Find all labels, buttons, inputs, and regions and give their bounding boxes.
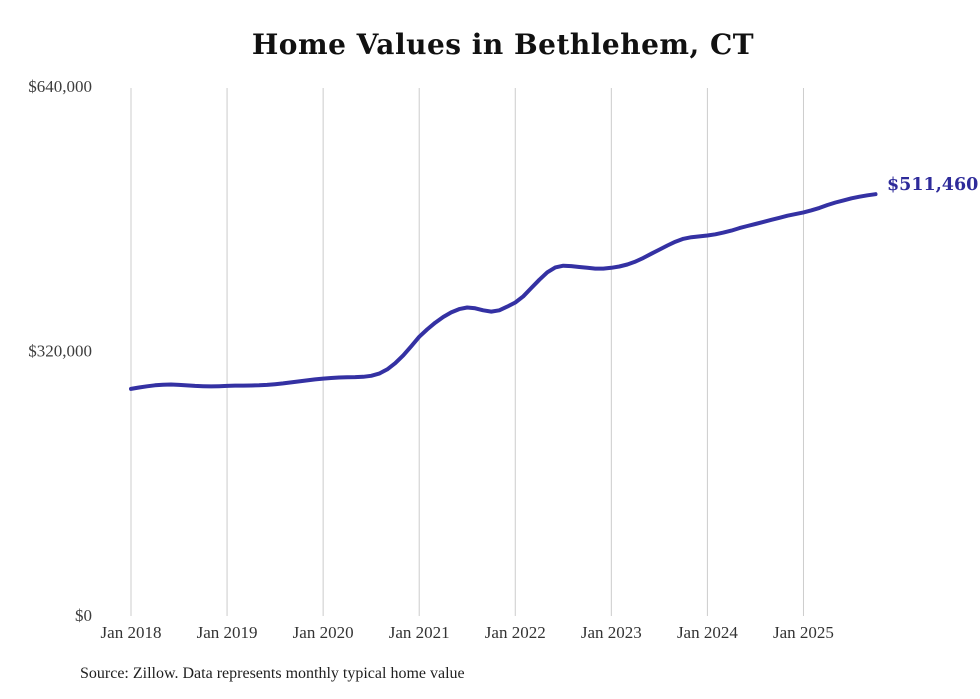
latest-value-label: $511,460 [887, 175, 979, 195]
y-tick-label: $320,000 [28, 341, 92, 360]
x-tick-label: Jan 2018 [101, 623, 162, 642]
x-tick-label: Jan 2022 [485, 623, 546, 642]
y-tick-label: $640,000 [28, 77, 92, 96]
x-tick-label: Jan 2023 [581, 623, 642, 642]
y-tick-label: $0 [75, 606, 92, 625]
x-tick-label: Jan 2019 [197, 623, 258, 642]
chart-title: Home Values in Bethlehem, CT [251, 28, 755, 61]
x-tick-label: Jan 2024 [677, 623, 738, 642]
x-tick-label: Jan 2020 [293, 623, 354, 642]
x-tick-label: Jan 2021 [389, 623, 450, 642]
home-value-line [129, 192, 878, 391]
source-note: Source: Zillow. Data represents monthly … [80, 665, 465, 682]
x-tick-label: Jan 2025 [773, 623, 834, 642]
